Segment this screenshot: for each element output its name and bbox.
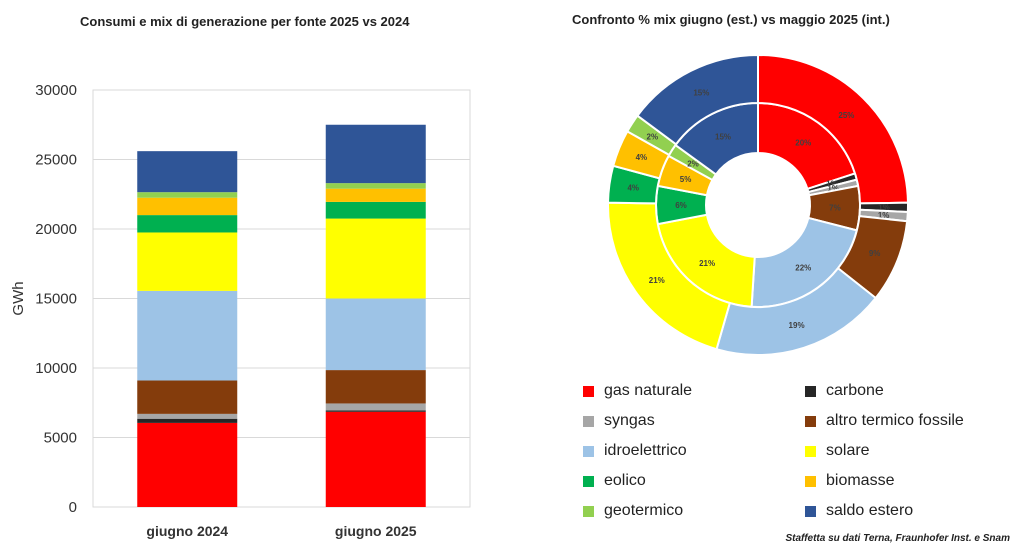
bar-segment [325,124,426,184]
donut-data-label: 15% [693,88,709,97]
donut-data-label: 21% [649,276,665,285]
bar-segment [137,151,238,193]
donut-chart: 20%1%1%7%22%21%6%5%2%15%25%1%1%9%19%21%4… [607,53,910,356]
legend-label: solare [826,442,870,459]
legend-label: altro termico fossile [826,412,964,429]
donut-data-label: 9% [869,249,881,258]
bar-segment [137,197,238,216]
legend-item: biomasse [805,470,894,492]
legend-label: saldo estero [826,502,914,519]
legend-swatch [805,445,816,457]
legend-swatch [805,415,816,427]
donut-data-label: 6% [675,201,687,210]
donut-data-label: 21% [699,259,715,268]
legend-label: syngas [604,412,655,429]
donut-chart-title: Confronto % mix giugno (est.) vs maggio … [572,12,890,27]
legend-swatch [805,475,816,487]
bar-chart-title: Consumi e mix di generazione per fonte 2… [80,14,410,29]
stacked-bar-chart: 0 5000 10000 15000 20000 25000 30000 GWh giugno … [10,82,471,539]
donut-data-label: 15% [715,132,731,141]
y-axis-label: GWh [10,281,27,315]
donut-data-label: 1% [878,203,890,212]
legend-item: eolico [583,470,646,492]
bar-segment [137,215,238,233]
legend-swatch [583,385,594,397]
legend-swatch [583,445,594,457]
y-tick-label: 25000 [35,152,77,169]
y-tick-label: 30000 [35,82,77,99]
legend-item: altro termico fossile [805,410,964,432]
legend-item: carbone [805,380,884,402]
legend-item: idroelettrico [583,440,687,462]
legend-label: geotermico [604,502,684,519]
bar-segment [137,192,238,198]
donut-data-label: 4% [627,183,639,192]
y-tick-label: 20000 [35,221,77,238]
y-tick-label: 15000 [35,291,77,308]
donut-data-label: 1% [826,180,838,189]
bar-segment [325,298,426,371]
bar-segment [137,290,238,381]
legend-label: eolico [604,472,646,489]
y-tick-label: 5000 [44,430,77,447]
y-tick-label: 0 [69,499,77,516]
x-category-label: giugno 2024 [146,523,228,539]
bar-segment [325,183,426,189]
bar-segment [325,410,426,412]
x-category-label: giugno 2025 [335,523,417,539]
donut-data-label: 19% [789,321,805,330]
donut-data-label: 5% [680,175,692,184]
legend-item: syngas [583,410,655,432]
donut-data-label: 2% [647,132,659,141]
legend-swatch [583,505,594,517]
legend-label: gas naturale [604,382,693,399]
donut-data-label: 22% [795,263,811,272]
donut-data-label: 4% [636,153,648,162]
legend-item: solare [805,440,870,462]
legend-item: saldo estero [805,500,913,522]
bar-segment [325,201,426,219]
legend-label: idroelettrico [604,442,687,459]
bar-segment [325,188,426,202]
legend-label: biomasse [826,472,895,489]
legend-item: gas naturale [583,380,692,402]
donut-data-label: 25% [838,111,854,120]
legend-label: carbone [826,382,884,399]
donut-data-label: 1% [878,211,890,220]
donut-data-label: 7% [829,203,841,212]
bar-segment [137,413,238,419]
bar-segment [137,422,238,507]
bar-segment [325,403,426,411]
legend-swatch [805,505,816,517]
legend-swatch [805,385,816,397]
bar-segment [325,370,426,404]
bar-segment [325,411,426,507]
bar-segment [137,232,238,291]
y-tick-label: 10000 [35,360,77,377]
bar-segment [137,380,238,414]
legend-item: geotermico [583,500,683,522]
donut-data-label: 2% [687,160,699,169]
bar-segment [325,218,426,299]
donut-slice [636,53,759,146]
donut-data-label: 1% [827,184,839,193]
legend-swatch [583,475,594,487]
bar-segment [137,418,238,423]
source-credit: Staffetta su dati Terna, Fraunhofer Inst… [785,533,1011,544]
legend-swatch [583,415,594,427]
donut-data-label: 20% [795,139,811,148]
